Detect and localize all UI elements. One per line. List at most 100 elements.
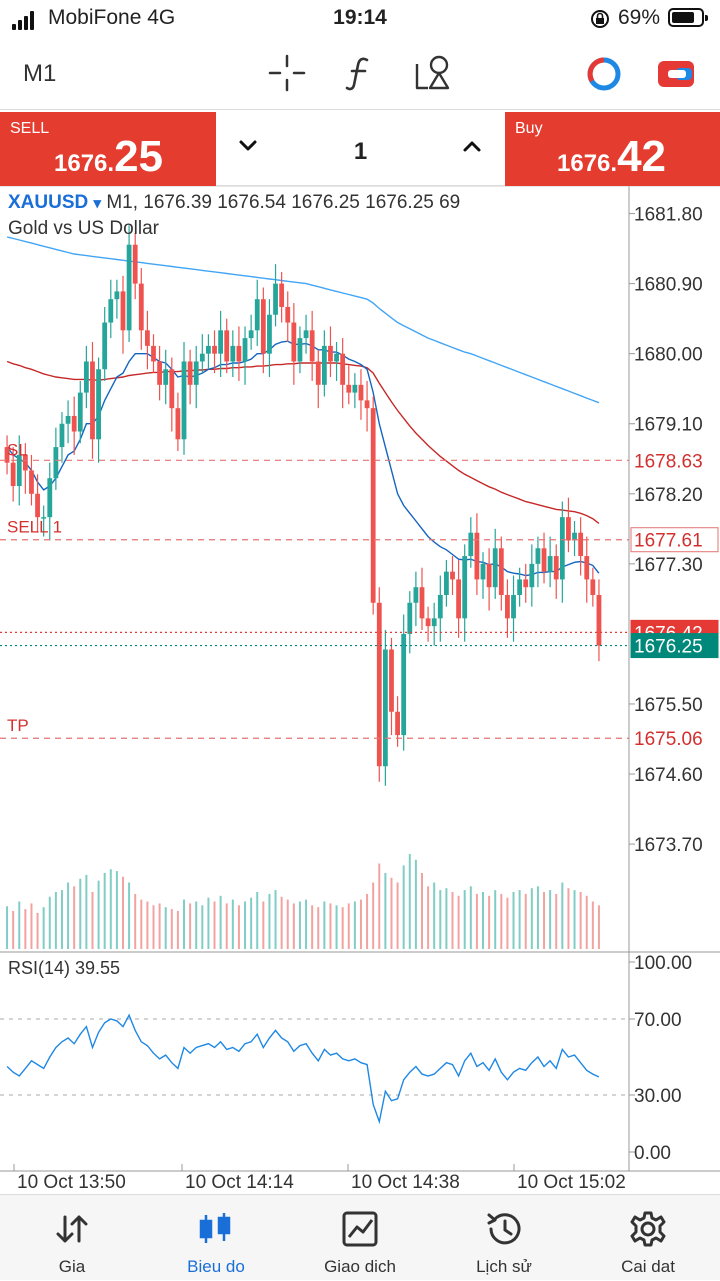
candle-body	[206, 345, 211, 354]
candle-body	[578, 532, 584, 557]
candle-body	[401, 633, 407, 736]
candle-body	[450, 571, 455, 580]
candle-body	[248, 330, 254, 339]
candle-body	[523, 579, 529, 588]
settings-icon	[630, 1211, 666, 1247]
status-bar: MobiFone 4G 19:14 69%	[0, 0, 720, 36]
volume-value[interactable]: 1	[353, 138, 368, 165]
ma-long-line	[6, 236, 600, 404]
candle-body	[364, 400, 370, 409]
bottom-nav: Gia Bieu do Giao dich Lịch sử	[0, 1194, 720, 1280]
candle-body	[303, 330, 309, 339]
nav-trade[interactable]: Giao dich	[288, 1195, 432, 1281]
rsi-tick-label: 0.00	[634, 1143, 671, 1164]
clock: 19:14	[333, 6, 387, 29]
rsi-label: RSI(14) 39.55	[8, 958, 121, 978]
candle-body	[163, 369, 169, 385]
candle-body	[584, 556, 590, 580]
chevron-up-icon[interactable]	[462, 139, 482, 153]
nav-settings[interactable]: Cai dat	[576, 1195, 720, 1281]
candle-body	[480, 563, 486, 580]
candle-body	[511, 594, 516, 619]
candle-body	[212, 345, 217, 354]
price-tick-label: 1673.70	[634, 835, 703, 856]
rsi-tick-label: 100.00	[634, 953, 692, 974]
candle-body	[47, 478, 53, 518]
sell-price-tag: 1677.61	[634, 531, 703, 552]
account-switch-icon[interactable]	[657, 60, 695, 88]
candle-body	[181, 361, 187, 440]
rsi-tick-label: 70.00	[634, 1010, 682, 1031]
candle-body	[59, 423, 65, 448]
candle-body	[285, 306, 291, 323]
candle-body	[596, 594, 602, 646]
candle-body	[236, 345, 242, 362]
candle-body	[462, 556, 468, 619]
symbol-name[interactable]: XAUUSD	[8, 192, 89, 213]
chart-toolbar: M1	[0, 36, 720, 110]
candle-body	[474, 532, 480, 580]
symbol-description: Gold vs US Dollar	[8, 218, 159, 239]
candle-body	[218, 330, 224, 354]
nav-label: Bieu do	[187, 1257, 245, 1276]
candle-body	[16, 454, 22, 487]
sell-price-tag-box	[630, 527, 719, 553]
candle-body	[340, 353, 346, 385]
candle-body	[4, 447, 10, 463]
candle-body	[443, 571, 449, 595]
candle-body	[566, 517, 571, 541]
candle-body	[126, 244, 132, 331]
price-chart[interactable]: 1681.80 1680.90 1680.00 1679.10 1678.20 1677.…	[0, 186, 720, 1194]
price-tick-label: 1679.10	[634, 415, 703, 436]
nav-quotes[interactable]: Gia	[0, 1195, 144, 1281]
trade-panel: SELL 1676.25 1 Buy 1676.42	[0, 112, 720, 186]
timeframe-button[interactable]: M1	[23, 60, 57, 87]
sell-price-prefix: 1676.	[54, 150, 115, 177]
price-tick-label: 1675.50	[634, 695, 703, 716]
candle-body	[53, 447, 59, 479]
symbol-dropdown-icon[interactable]: ▾	[93, 195, 102, 212]
nav-label: Gia	[58, 1257, 86, 1276]
candle-body	[35, 493, 40, 518]
candle-body	[22, 454, 28, 471]
candle-body	[358, 384, 364, 401]
nav-label: Cai dat	[621, 1257, 675, 1276]
ohlc-readout: M1, 1676.39 1676.54 1676.25 1676.25 69	[106, 192, 461, 213]
sell-label: SELL	[10, 120, 50, 137]
candle-body	[486, 563, 492, 588]
function-icon[interactable]	[343, 54, 377, 92]
buy-button[interactable]: Buy 1676.42	[505, 112, 720, 186]
price-tick-label: 1680.90	[634, 275, 703, 296]
price-tick-label: 1674.60	[634, 765, 703, 786]
candle-body	[334, 353, 339, 362]
sell-button[interactable]: SELL 1676.25	[0, 112, 216, 186]
buy-price-prefix: 1676.	[557, 150, 618, 177]
nav-history[interactable]: Lịch sử	[432, 1195, 576, 1281]
candle-body	[389, 649, 394, 712]
rsi-line	[6, 1013, 600, 1125]
price-tick-label: 1680.00	[634, 345, 703, 366]
candle-body	[242, 338, 248, 362]
candle-body	[370, 408, 376, 603]
candle-body	[492, 548, 498, 588]
candle-body	[505, 594, 510, 619]
ma-slow-line	[6, 360, 600, 524]
candle-body	[224, 330, 230, 362]
shapes-icon[interactable]	[414, 54, 454, 92]
time-tick-label: 10 Oct 13:50	[17, 1172, 126, 1193]
sl-line-label: SL	[7, 440, 28, 459]
candle-body	[199, 353, 205, 362]
candle-body	[29, 470, 34, 494]
chevron-down-icon[interactable]	[238, 139, 258, 153]
candle-body	[120, 291, 126, 331]
candle-body	[108, 299, 114, 323]
nav-chart[interactable]: Bieu do	[144, 1195, 288, 1281]
one-click-trading-icon[interactable]	[586, 57, 622, 91]
tp-price-tag: 1675.06	[634, 729, 703, 750]
crosshair-icon[interactable]	[268, 54, 306, 92]
time-tick-label: 10 Oct 15:02	[517, 1172, 626, 1193]
candle-body	[517, 579, 523, 595]
chart-canvas[interactable]: 1681.80 1680.90 1680.00 1679.10 1678.20 1677.…	[0, 186, 720, 1194]
price-tick-label: 1677.30	[634, 555, 703, 576]
candle-body	[175, 408, 181, 440]
